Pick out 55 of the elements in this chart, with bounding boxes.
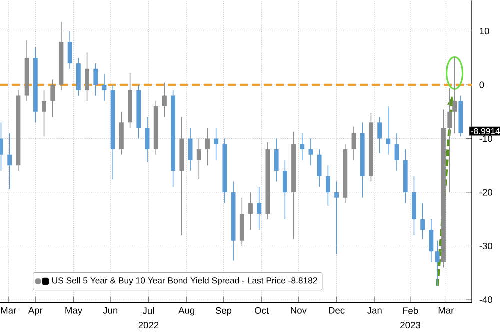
y-tick-label: -20 bbox=[480, 189, 492, 196]
text: US Sell 5 Year & Buy 10 Year Bond Yield Spread - Last Price -8.8182 bbox=[52, 277, 318, 286]
candlestick bbox=[214, 128, 219, 161]
text: 2023 bbox=[400, 322, 420, 329]
candlestick bbox=[85, 52, 90, 102]
candlestick bbox=[420, 202, 426, 240]
x-tick-label: Apr bbox=[28, 307, 43, 316]
annotation: -8.9914 bbox=[471, 128, 500, 134]
candlestick bbox=[452, 56, 457, 134]
candlestick bbox=[352, 126, 356, 161]
y-tick-label: -40 bbox=[480, 296, 492, 304]
candlestick bbox=[0, 122, 4, 172]
candlestick bbox=[42, 90, 46, 138]
candlestick bbox=[394, 132, 400, 172]
candlestick bbox=[448, 88, 452, 193]
y-tick-label: -10 bbox=[480, 135, 492, 142]
candlestick bbox=[326, 165, 330, 206]
y-tick-label: 0 bbox=[480, 82, 484, 88]
candlestick bbox=[196, 138, 202, 180]
candlestick bbox=[317, 149, 322, 188]
x-tick-label: Jul bbox=[142, 307, 154, 314]
candlestick bbox=[334, 181, 339, 255]
x-tick-label: Mar bbox=[1, 307, 16, 314]
x-tick-label: Mar bbox=[438, 307, 454, 314]
x-tick-label: Jan bbox=[368, 307, 382, 314]
x-tick-label: Jun bbox=[103, 307, 118, 314]
candlestick bbox=[162, 82, 167, 118]
text: 2022 bbox=[138, 322, 159, 329]
candlestick bbox=[50, 79, 56, 118]
candlestick bbox=[102, 74, 107, 102]
x-tick-label: Feb bbox=[403, 307, 418, 314]
candlestick bbox=[300, 132, 305, 161]
candlestick bbox=[248, 192, 253, 231]
x-tick-label: Sep bbox=[216, 307, 232, 316]
y-tick-label: 10 bbox=[480, 28, 490, 35]
y-tick-label: -30 bbox=[480, 242, 492, 250]
candlestick bbox=[435, 240, 440, 286]
candlestick bbox=[429, 218, 434, 263]
candlestick bbox=[378, 116, 382, 154]
candlestick bbox=[386, 106, 391, 156]
candlestick bbox=[145, 116, 150, 163]
candlestick bbox=[308, 138, 314, 166]
candlestick bbox=[94, 63, 98, 96]
x-tick-label: Aug bbox=[178, 307, 195, 316]
x-tick-label: May bbox=[66, 307, 83, 316]
candlestick bbox=[206, 128, 210, 166]
candlestick bbox=[68, 30, 72, 70]
x-tick-label: Oct bbox=[254, 307, 270, 314]
x-tick-label: Dec bbox=[329, 307, 345, 314]
candlestick bbox=[188, 128, 193, 172]
candlestick bbox=[257, 186, 262, 231]
x-tick-label: Nov bbox=[291, 307, 307, 314]
candlestick bbox=[274, 138, 279, 182]
candlestick bbox=[282, 160, 288, 220]
candlestick bbox=[8, 132, 12, 190]
